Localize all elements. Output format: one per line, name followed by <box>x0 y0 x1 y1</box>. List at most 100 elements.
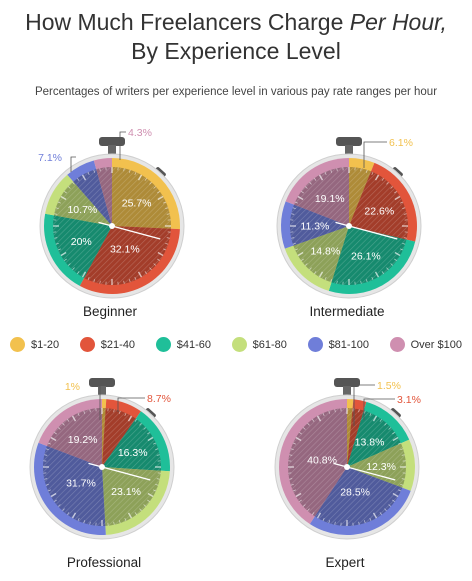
legend-swatch <box>79 337 95 352</box>
tick-mark <box>371 171 374 175</box>
tick-mark <box>54 499 57 502</box>
tick-mark <box>153 186 157 189</box>
tick-mark <box>322 412 325 416</box>
slice-texture <box>53 181 112 226</box>
tick-mark <box>144 271 147 274</box>
tick-mark <box>379 512 382 515</box>
tick-mark <box>139 508 142 512</box>
stopwatch-stem <box>98 386 106 398</box>
leader-line <box>363 141 387 168</box>
tick-mark <box>54 213 58 215</box>
tick-mark <box>55 242 59 245</box>
data-label: 4.3% <box>128 127 152 139</box>
tick-mark <box>374 271 380 278</box>
slice-texture <box>96 167 112 226</box>
data-label: 7.1% <box>38 152 62 164</box>
tick-mark <box>57 427 61 430</box>
tick-mark <box>381 271 384 274</box>
stopwatch-crown <box>89 378 115 387</box>
tick-mark <box>363 410 366 414</box>
tick-mark <box>118 410 121 414</box>
tick-mark <box>54 237 58 239</box>
tick-mark <box>165 242 169 245</box>
tick-mark <box>157 251 164 257</box>
legend-swatch <box>231 337 247 352</box>
tick-mark <box>360 168 362 172</box>
tick-mark <box>372 512 378 519</box>
tick-mark <box>316 512 322 519</box>
tick-mark <box>87 277 90 281</box>
tick-mark <box>77 518 80 522</box>
tick-mark <box>292 207 296 210</box>
slice-texture <box>102 408 136 467</box>
tick-mark <box>322 518 325 522</box>
tick-mark <box>302 427 306 430</box>
tick-mark <box>124 518 127 522</box>
tick-mark <box>294 201 298 204</box>
tick-mark <box>324 277 327 281</box>
stopwatch-crown <box>99 137 125 146</box>
slice-texture <box>347 408 353 467</box>
data-label: 3.1% <box>397 394 421 406</box>
stopwatch-chart-intermediate: 6.1% 22.6% 26.1% 14.8% 11.3% 19.1% Intermediat… <box>276 137 422 319</box>
tick-mark <box>328 520 331 524</box>
tick-mark <box>113 409 115 413</box>
tick-mark <box>358 521 360 525</box>
chart-label: Beginner <box>83 304 138 319</box>
tick-mark <box>165 207 169 210</box>
tick-mark <box>314 178 317 181</box>
tick-mark <box>127 415 133 422</box>
tick-mark <box>312 419 315 422</box>
tick-mark <box>72 267 75 271</box>
tick-mark <box>57 201 61 204</box>
tick-mark <box>384 508 387 512</box>
tick-mark <box>143 427 147 430</box>
legend-item-41-60: $41-60 <box>155 337 211 352</box>
slice-texture <box>347 443 406 488</box>
tick-mark <box>394 258 397 261</box>
tick-mark <box>301 191 304 194</box>
tick-mark <box>394 191 397 194</box>
legend-swatch <box>307 337 323 352</box>
tick-mark <box>149 181 152 185</box>
tick-mark <box>360 280 362 284</box>
tick-mark <box>369 412 372 416</box>
tick-mark <box>301 258 304 261</box>
tick-mark <box>394 195 401 201</box>
legend-item-61-80: $61-80 <box>231 337 287 352</box>
data-label: 8.7% <box>147 393 171 405</box>
tick-mark <box>62 508 65 512</box>
leader-line <box>94 385 101 420</box>
tick-mark <box>71 512 77 519</box>
tick-mark <box>147 436 154 442</box>
data-label: 19.1% <box>315 193 345 205</box>
stopwatch-chart-expert: 1.5% 3.1% 13.8% 12.3% 28.5% 40.8% Expert <box>274 378 421 570</box>
tick-mark <box>318 271 324 278</box>
legend-label: $41-60 <box>176 338 211 351</box>
tick-mark <box>137 271 143 278</box>
data-label: 19.2% <box>68 434 98 446</box>
tick-mark <box>50 492 57 498</box>
tick-mark <box>299 499 302 502</box>
tick-mark <box>137 174 143 181</box>
tick-mark <box>134 277 137 281</box>
legend-label: Over $100 <box>410 338 462 351</box>
tick-mark <box>60 251 67 257</box>
tick-mark <box>149 267 152 271</box>
tick-mark <box>57 248 61 251</box>
slice-texture <box>347 408 364 467</box>
tick-mark <box>163 201 167 204</box>
data-label: 26.1% <box>351 251 381 263</box>
tick-mark <box>299 432 302 435</box>
tick-mark <box>312 512 315 515</box>
stopwatch-pivot <box>99 464 105 470</box>
tick-mark <box>144 178 147 181</box>
tick-mark <box>309 181 312 185</box>
tick-mark <box>394 251 401 257</box>
stopwatch-stem <box>345 145 353 157</box>
data-label: 1.5% <box>377 380 401 392</box>
tick-mark <box>139 422 142 426</box>
stopwatch-hand <box>88 462 151 481</box>
slice-texture <box>349 167 372 226</box>
tick-mark <box>403 237 407 239</box>
